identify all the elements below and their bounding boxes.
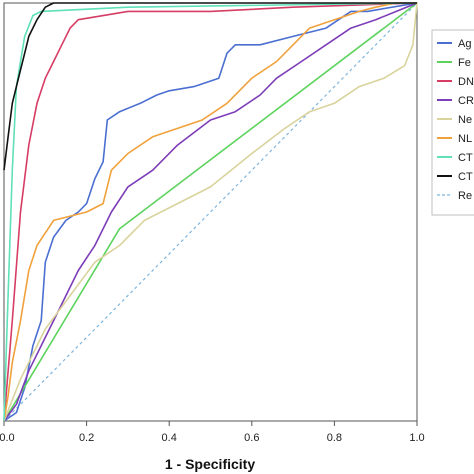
series-line-ct-7	[3, 2, 417, 171]
legend-label-cr-3: CR	[458, 95, 474, 107]
legend-label-fe-1: Fe	[458, 57, 471, 69]
legend-label-nl-5: NL	[458, 133, 472, 145]
series-line-ct-6	[3, 2, 418, 422]
legend-frame	[431, 29, 474, 216]
series-lines	[3, 2, 418, 422]
legend-label-re-8: Re	[458, 190, 472, 202]
series-line-fe-1	[3, 2, 418, 422]
legend-label-ag-0: Ag	[458, 38, 471, 50]
legend-items: Ag Fe DN CR Ne NL CT CT Re	[437, 38, 474, 202]
legend-label-ct-6: CT	[458, 152, 473, 164]
x-tick-label: 0.4	[162, 432, 177, 444]
series-line-re-8	[3, 2, 418, 422]
x-tick-label: 0.2	[79, 432, 94, 444]
x-tick-label: 0.6	[244, 432, 259, 444]
series-line-cr-3	[3, 2, 418, 422]
x-axis-title: 1 - Specificity	[165, 456, 255, 472]
series-line-nl-5	[3, 2, 417, 422]
series-line-ag-0	[3, 2, 418, 422]
legend-label-ne-4: Ne	[458, 114, 472, 126]
x-tick-label: 0.0	[0, 432, 15, 444]
series-line-ne-4	[3, 2, 418, 422]
x-axis-ticks: 0.0 0.2 0.4 0.6 0.8 1.0	[0, 421, 425, 444]
legend-label-ct-7: CT	[458, 171, 473, 183]
series-line-dn-2	[3, 2, 418, 422]
legend: Ag Fe DN CR Ne NL CT CT Re	[431, 29, 474, 216]
x-tick-label: 0.8	[327, 432, 342, 444]
legend-label-dn-2: DN	[458, 76, 474, 88]
x-tick-label: 1.0	[409, 432, 424, 444]
